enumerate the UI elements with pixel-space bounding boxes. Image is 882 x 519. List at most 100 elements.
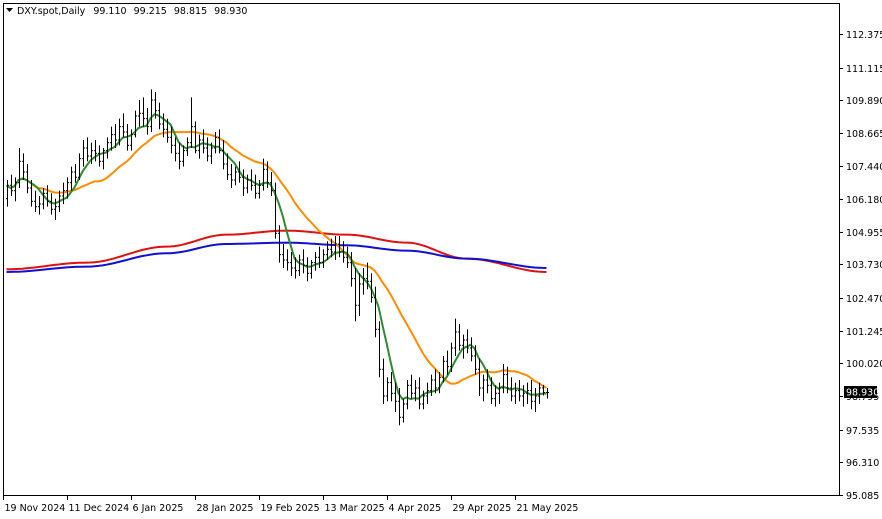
ohlc-bar: [462, 334, 465, 359]
ohlc-bar: [22, 153, 25, 180]
ohlc-bar: [258, 179, 261, 199]
ohlc-bar: [262, 158, 265, 191]
x-tick-label: 6 Jan 2025: [133, 503, 184, 514]
moving-average-blue: [6, 241, 547, 273]
ohlc-bar: [454, 318, 457, 356]
ohlc-bar: [238, 161, 241, 183]
ohlc-bar: [538, 382, 541, 404]
ohlc-bar: [322, 249, 325, 268]
ohlc-bar: [46, 185, 49, 207]
ohlc-bar: [174, 137, 177, 162]
ohlc-bar: [186, 137, 189, 156]
ohlc-bar: [74, 163, 77, 183]
ohlc-bar: [70, 166, 73, 191]
ohlc-bar: [86, 137, 89, 162]
ohlc-bar: [30, 179, 33, 207]
x-tick-label: 19 Nov 2024: [5, 503, 66, 514]
ohlc-bar: [422, 390, 425, 410]
y-tick-label: 100.020: [846, 359, 882, 370]
ohlc-bar: [214, 131, 217, 154]
y-tick-label: 103.730: [846, 260, 882, 271]
ohlc-bar: [170, 126, 173, 154]
ohlc-bar: [226, 153, 229, 180]
ohlc-bar: [254, 174, 257, 199]
header-open: 99.110: [93, 6, 126, 17]
header-symbol: DXY.spot,Daily: [17, 6, 86, 17]
ohlc-bar: [146, 107, 149, 135]
ohlc-bar: [390, 371, 393, 402]
ohlc-bar: [522, 385, 525, 407]
time-axis[interactable]: 19 Nov 2024 11 Dec 2024 6 Jan 2025 28 Jan 2…: [3, 495, 579, 514]
ohlc-bar: [546, 387, 549, 399]
ohlc-bar: [374, 286, 377, 338]
ohlc-bar: [58, 190, 61, 212]
ohlc-bar: [314, 251, 317, 271]
ohlc-bar: [494, 385, 497, 407]
ohlc-bar: [82, 139, 85, 167]
ohlc-bar: [486, 369, 489, 394]
ohlc-bar: [78, 153, 81, 180]
ohlc-bar: [246, 174, 249, 194]
x-tick-label: 28 Jan 2025: [197, 503, 254, 514]
ohlc-bar: [514, 382, 517, 404]
ohlc-bar: [162, 113, 165, 138]
ohlc-bar: [134, 110, 137, 138]
ohlc-bar: [222, 139, 225, 170]
ohlc-bar: [434, 369, 437, 394]
ohlc-bar: [490, 377, 493, 404]
ohlc-bar: [398, 387, 401, 426]
y-tick-label: 111.115: [846, 64, 882, 75]
ohlc-bar: [342, 241, 345, 263]
ohlc-bar: [306, 257, 309, 282]
ohlc-bar: [450, 342, 453, 372]
ohlc-bar: [366, 262, 369, 290]
ohlc-bar: [526, 382, 529, 404]
ohlc-bar: [470, 337, 473, 362]
ohlc-bar: [50, 193, 53, 215]
y-tick-label: 112.375: [846, 30, 882, 41]
ohlc-bar: [418, 377, 421, 410]
ohlc-bar: [354, 267, 357, 322]
ohlc-bar: [426, 382, 429, 404]
chart-header: DXY.spot,Daily 99.110 99.215 98.815 98.9…: [6, 6, 247, 17]
ohlc-bar: [114, 123, 117, 148]
ohlc-bar: [98, 145, 101, 167]
ohlc-bar: [166, 118, 169, 143]
ohlc-bar: [242, 169, 245, 196]
ohlc-bar: [402, 398, 405, 423]
ohlc-bar: [318, 246, 321, 268]
price-axis[interactable]: 112.375 111.115 109.890 108.665 107.440 106.1…: [839, 30, 882, 502]
symbol-dropdown-icon[interactable]: [6, 8, 13, 12]
ohlc-bar: [482, 374, 485, 402]
x-tick-label: 13 Mar 2025: [325, 503, 385, 514]
ohlc-bar: [138, 99, 141, 127]
ohlc-bar: [158, 102, 161, 130]
ohlc-bar: [182, 145, 185, 167]
y-tick-label: 108.665: [846, 129, 882, 140]
ohlc-bar: [478, 358, 481, 396]
ohlc-bar: [198, 134, 201, 159]
ohlc-bar: [542, 384, 545, 396]
ohlc-bar: [358, 273, 361, 316]
ohlc-bar: [530, 379, 533, 410]
y-tick-label: 101.245: [846, 327, 882, 338]
ohlc-bar: [406, 379, 409, 410]
y-tick-label: 104.955: [846, 228, 882, 239]
ohlc-bar: [42, 187, 45, 210]
ohlc-bar: [218, 129, 221, 154]
ohlc-bar: [466, 329, 469, 354]
ohlc-bar: [270, 171, 273, 196]
ohlc-bar: [118, 118, 121, 146]
ohlc-bar: [54, 198, 57, 220]
ohlc-bar: [378, 321, 381, 378]
price-tag-box: [844, 386, 877, 398]
ohlc-bar: [474, 345, 477, 375]
ohlc-bar: [518, 379, 521, 402]
ohlc-bar: [338, 235, 341, 258]
svg-text:DXY.spot,Daily 99.110: DXY.spot,Daily 99.110 99.215 98.815 98.9…: [17, 6, 247, 17]
ohlc-bar: [202, 129, 205, 154]
ohlc-bar: [386, 377, 389, 402]
ohlc-bar: [294, 257, 297, 279]
ohlc-bar: [510, 377, 513, 402]
